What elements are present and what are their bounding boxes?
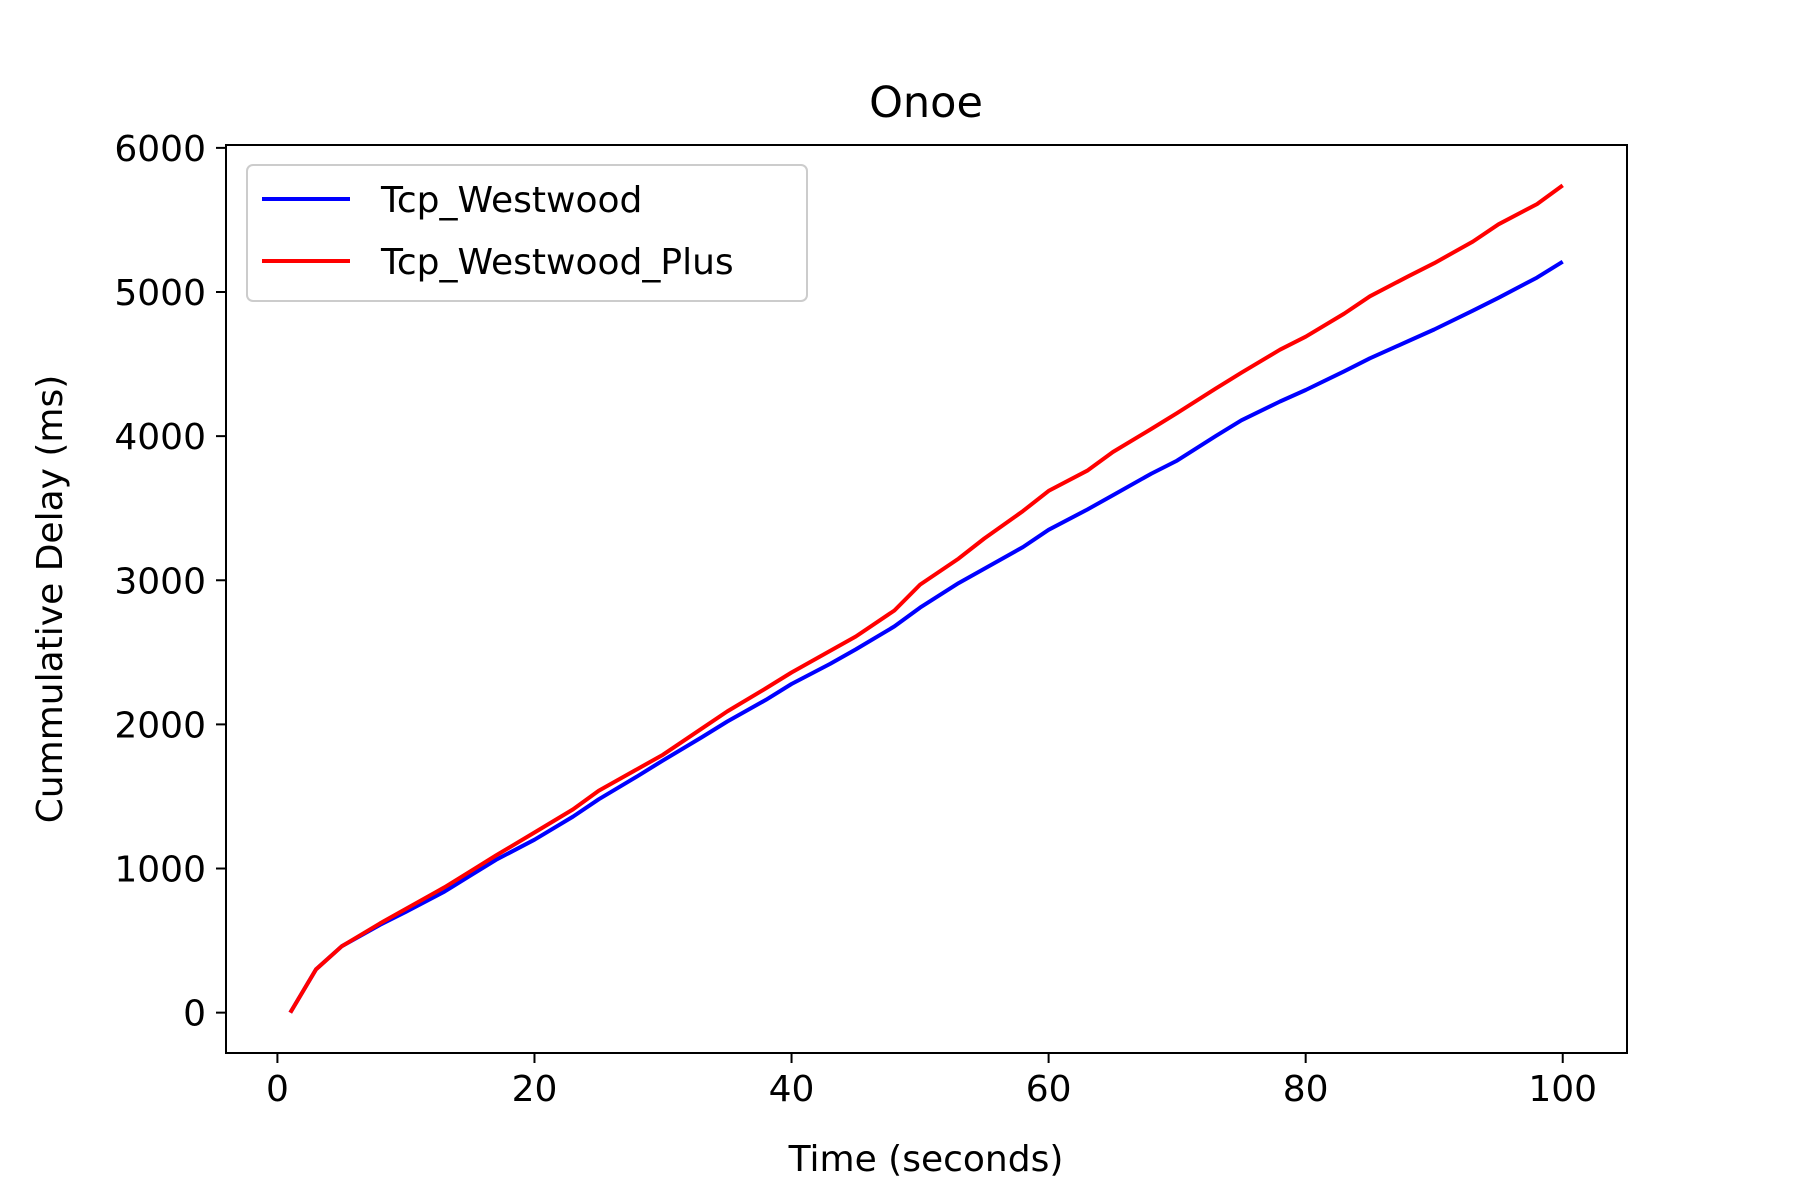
y-tick-label: 4000 [114, 417, 206, 458]
x-axis-label: Time (seconds) [788, 1139, 1064, 1180]
y-tick-label: 0 [183, 994, 206, 1035]
y-axis-ticks: 0 1000 2000 3000 4000 5000 6000 [114, 129, 226, 1035]
x-tick-label: 0 [266, 1069, 289, 1110]
x-tick-label: 60 [1026, 1069, 1072, 1110]
y-axis-label: Cummulative Delay (ms) [30, 375, 71, 824]
x-tick-label: 20 [512, 1069, 558, 1110]
x-tick-label: 80 [1283, 1069, 1329, 1110]
plot-frame [225, 144, 1628, 1054]
y-tick-label: 3000 [114, 561, 206, 602]
x-axis-ticks: 0 20 40 60 80 100 [266, 1053, 1597, 1110]
plot-lines [288, 183, 1564, 1014]
y-tick-label: 6000 [114, 129, 206, 170]
x-tick-label: 100 [1528, 1069, 1597, 1110]
y-tick-label: 5000 [114, 273, 206, 314]
legend-label-tcp-westwood-plus: Tcp_Westwood_Plus [380, 242, 734, 283]
legend-frame [246, 164, 808, 302]
legend-label-tcp-westwood: Tcp_Westwood [380, 180, 642, 221]
series-line-tcp-westwood-plus [288, 183, 1564, 1014]
y-tick-label: 1000 [114, 850, 206, 891]
y-tick-label: 2000 [114, 705, 206, 746]
series-line-tcp-westwood [288, 259, 1564, 1014]
x-tick-label: 40 [769, 1069, 815, 1110]
chart-title: Onoe [869, 78, 983, 128]
legend: Tcp_Westwood Tcp_Westwood_Plus [246, 164, 808, 302]
